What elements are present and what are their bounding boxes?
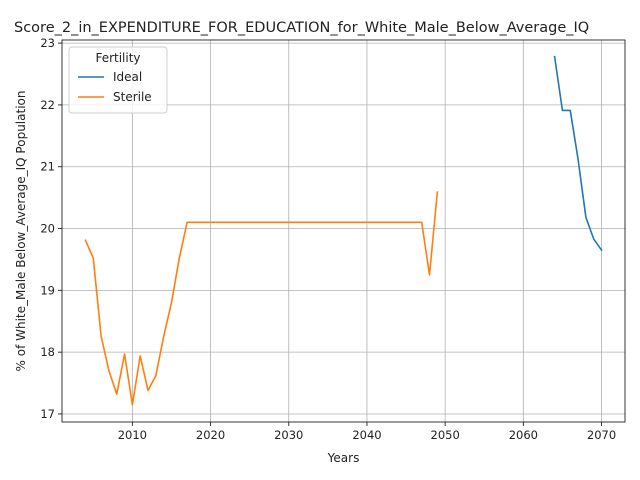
x-tick-label: 2010	[118, 428, 147, 442]
x-axis: 2010 2020 2030 2040 2050 2060 2070	[118, 422, 616, 442]
y-tick-label: 19	[40, 283, 55, 297]
y-tick-label: 23	[40, 36, 55, 50]
x-axis-label: Years	[327, 451, 360, 465]
y-tick-label: 21	[40, 160, 55, 174]
legend: Fertility Ideal Sterile	[68, 46, 168, 114]
x-tick-label: 2070	[587, 428, 616, 442]
y-tick-label: 18	[40, 345, 55, 359]
y-tick-label: 17	[40, 407, 55, 421]
x-tick-label: 2060	[509, 428, 538, 442]
grid-lines	[62, 40, 625, 422]
y-axis: 17 18 19 20 21 22 23	[40, 36, 62, 421]
x-tick-label: 2040	[352, 428, 381, 442]
x-tick-label: 2050	[431, 428, 460, 442]
series-line-ideal	[553, 55, 603, 252]
plot-frame	[61, 39, 626, 423]
chart-title: Score_2_in_EXPENDITURE_FOR_EDUCATION_for…	[14, 20, 589, 36]
legend-label-ideal: Ideal	[113, 70, 142, 84]
x-tick-label: 2030	[274, 428, 303, 442]
y-tick-label: 20	[40, 222, 55, 236]
y-tick-label: 22	[40, 98, 55, 112]
legend-title: Fertility	[95, 51, 140, 65]
series-lines	[84, 55, 603, 406]
series-line-sterile	[84, 191, 439, 406]
legend-label-sterile: Sterile	[113, 90, 152, 104]
x-tick-label: 2020	[196, 428, 225, 442]
y-axis-label: % of White_Male Below_Average_IQ Populat…	[14, 91, 28, 372]
